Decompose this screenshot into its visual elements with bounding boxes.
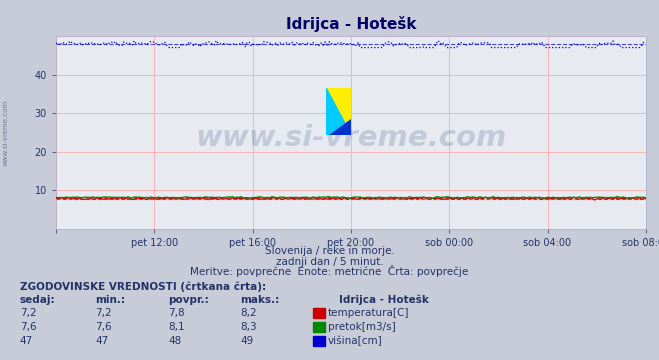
Polygon shape <box>326 88 351 135</box>
Polygon shape <box>329 119 351 135</box>
Text: 8,2: 8,2 <box>241 309 257 319</box>
Text: pretok[m3/s]: pretok[m3/s] <box>328 322 395 332</box>
Text: www.si-vreme.com: www.si-vreme.com <box>195 124 507 152</box>
Text: Meritve: povprečne  Enote: metrične  Črta: povprečje: Meritve: povprečne Enote: metrične Črta:… <box>190 265 469 278</box>
Text: 47: 47 <box>96 336 109 346</box>
Text: 47: 47 <box>20 336 33 346</box>
Text: 7,2: 7,2 <box>96 309 112 319</box>
Text: temperatura[C]: temperatura[C] <box>328 309 409 319</box>
Text: 8,3: 8,3 <box>241 322 257 332</box>
Text: maks.:: maks.: <box>241 295 280 305</box>
Title: Idrijca - Hotešk: Idrijca - Hotešk <box>285 16 416 32</box>
Text: višina[cm]: višina[cm] <box>328 336 382 346</box>
Text: zadnji dan / 5 minut.: zadnji dan / 5 minut. <box>275 257 384 267</box>
Text: 7,6: 7,6 <box>96 322 112 332</box>
Polygon shape <box>326 88 351 135</box>
Text: 7,8: 7,8 <box>168 309 185 319</box>
Text: 8,1: 8,1 <box>168 322 185 332</box>
Text: 49: 49 <box>241 336 254 346</box>
Text: ZGODOVINSKE VREDNOSTI (črtkana črta):: ZGODOVINSKE VREDNOSTI (črtkana črta): <box>20 281 266 292</box>
Text: Idrijca - Hotešk: Idrijca - Hotešk <box>339 294 429 305</box>
Text: Slovenija / reke in morje.: Slovenija / reke in morje. <box>264 246 395 256</box>
Text: povpr.:: povpr.: <box>168 295 209 305</box>
Text: 7,6: 7,6 <box>20 322 36 332</box>
Text: 7,2: 7,2 <box>20 309 36 319</box>
Text: www.si-vreme.com: www.si-vreme.com <box>2 100 9 166</box>
Text: sedaj:: sedaj: <box>20 295 55 305</box>
Text: 48: 48 <box>168 336 181 346</box>
Text: min.:: min.: <box>96 295 126 305</box>
